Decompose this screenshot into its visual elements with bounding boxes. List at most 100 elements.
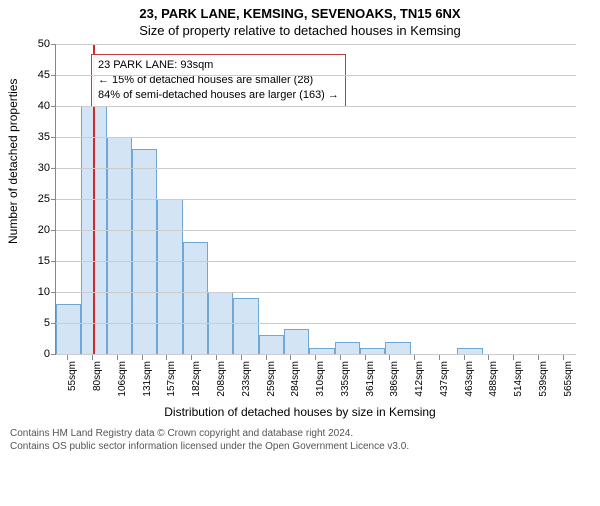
x-tick-label: 463sqm xyxy=(464,361,475,397)
gridline xyxy=(56,168,576,169)
histogram-bar xyxy=(335,342,360,354)
x-tick-label: 310sqm xyxy=(315,361,326,397)
x-tick-mark xyxy=(266,355,267,360)
x-tick-mark xyxy=(513,355,514,360)
page-subtitle: Size of property relative to detached ho… xyxy=(0,23,600,38)
x-tick-label: 233sqm xyxy=(241,361,252,397)
footer-line-2: Contains OS public sector information li… xyxy=(10,440,590,453)
x-tick-label: 488sqm xyxy=(488,361,499,397)
page-title: 23, PARK LANE, KEMSING, SEVENOAKS, TN15 … xyxy=(0,6,600,21)
x-tick: 488sqm xyxy=(476,355,501,401)
x-tick-label: 259sqm xyxy=(266,361,277,397)
footer-attribution: Contains HM Land Registry data © Crown c… xyxy=(10,427,590,453)
x-tick-label: 361sqm xyxy=(365,361,376,397)
x-tick-label: 386sqm xyxy=(389,361,400,397)
gridline xyxy=(56,323,576,324)
gridline xyxy=(56,106,576,107)
x-tick-mark xyxy=(414,355,415,360)
x-tick-mark xyxy=(464,355,465,360)
x-tick-mark xyxy=(340,355,341,360)
x-tick-mark xyxy=(166,355,167,360)
x-tick: 565sqm xyxy=(550,355,575,401)
y-axis-label: Number of detached properties xyxy=(6,79,20,244)
gridline xyxy=(56,75,576,76)
x-tick-mark xyxy=(563,355,564,360)
gridline xyxy=(56,261,576,262)
histogram-bar xyxy=(107,137,132,354)
histogram-bar xyxy=(183,242,208,354)
x-tick-mark xyxy=(439,355,440,360)
histogram-bar xyxy=(233,298,258,354)
x-tick: 539sqm xyxy=(526,355,551,401)
x-tick-label: 182sqm xyxy=(191,361,202,397)
x-tick-label: 106sqm xyxy=(117,361,128,397)
x-tick-row: 55sqm 80sqm 106sqm 131sqm 157sqm 182sqm 208sqm… xyxy=(55,355,575,401)
y-tick-label: 30 xyxy=(38,162,56,174)
histogram-bar xyxy=(259,335,284,354)
gridline xyxy=(56,292,576,293)
y-tick-label: 50 xyxy=(38,38,56,50)
x-tick-label: 335sqm xyxy=(340,361,351,397)
x-tick: 208sqm xyxy=(204,355,229,401)
y-tick-label: 10 xyxy=(38,286,56,298)
annotation-line-1: 23 PARK LANE: 93sqm xyxy=(98,58,339,73)
x-tick: 463sqm xyxy=(451,355,476,401)
plot-area: 23 PARK LANE: 93sqm ← 15% of detached ho… xyxy=(55,44,576,355)
x-tick-label: 55sqm xyxy=(67,361,78,391)
x-tick-mark xyxy=(290,355,291,360)
y-tick-label: 15 xyxy=(38,255,56,267)
chart-container: Number of detached properties 23 PARK LA… xyxy=(0,44,600,419)
x-tick-label: 208sqm xyxy=(216,361,227,397)
x-tick-label: 80sqm xyxy=(92,361,103,391)
x-axis-label: Distribution of detached houses by size … xyxy=(0,405,600,419)
y-tick-label: 20 xyxy=(38,224,56,236)
y-tick-label: 45 xyxy=(38,69,56,81)
x-tick-mark xyxy=(142,355,143,360)
y-tick-label: 35 xyxy=(38,131,56,143)
x-tick: 335sqm xyxy=(327,355,352,401)
x-tick-label: 437sqm xyxy=(439,361,450,397)
x-tick-mark xyxy=(67,355,68,360)
x-tick: 514sqm xyxy=(501,355,526,401)
gridline xyxy=(56,199,576,200)
x-tick: 310sqm xyxy=(303,355,328,401)
x-tick: 437sqm xyxy=(426,355,451,401)
x-tick: 259sqm xyxy=(253,355,278,401)
x-tick-mark xyxy=(315,355,316,360)
x-tick: 412sqm xyxy=(402,355,427,401)
x-tick-label: 412sqm xyxy=(414,361,425,397)
x-tick-mark xyxy=(92,355,93,360)
histogram-bar xyxy=(284,329,309,354)
x-tick: 233sqm xyxy=(228,355,253,401)
x-tick-label: 284sqm xyxy=(290,361,301,397)
histogram-bar xyxy=(385,342,410,354)
gridline xyxy=(56,230,576,231)
x-tick-mark xyxy=(216,355,217,360)
x-tick-label: 539sqm xyxy=(538,361,549,397)
x-tick-label: 514sqm xyxy=(513,361,524,397)
x-tick: 55sqm xyxy=(55,355,80,401)
x-tick-mark xyxy=(389,355,390,360)
x-tick-label: 131sqm xyxy=(142,361,153,397)
x-tick: 106sqm xyxy=(105,355,130,401)
x-tick-mark xyxy=(241,355,242,360)
x-tick: 284sqm xyxy=(278,355,303,401)
x-tick: 386sqm xyxy=(377,355,402,401)
x-tick: 80sqm xyxy=(80,355,105,401)
y-tick-label: 25 xyxy=(38,193,56,205)
footer-line-1: Contains HM Land Registry data © Crown c… xyxy=(10,427,590,440)
histogram-bar xyxy=(157,199,182,354)
x-tick-mark xyxy=(488,355,489,360)
x-tick: 182sqm xyxy=(179,355,204,401)
x-tick-mark xyxy=(365,355,366,360)
x-tick: 157sqm xyxy=(154,355,179,401)
x-tick-mark xyxy=(117,355,118,360)
x-tick: 131sqm xyxy=(129,355,154,401)
x-tick-label: 565sqm xyxy=(563,361,574,397)
x-tick-label: 157sqm xyxy=(166,361,177,397)
annotation-line-3: 84% of semi-detached houses are larger (… xyxy=(98,88,339,103)
annotation-box: 23 PARK LANE: 93sqm ← 15% of detached ho… xyxy=(91,54,346,107)
y-tick-label: 5 xyxy=(44,317,56,329)
x-tick: 361sqm xyxy=(352,355,377,401)
histogram-bar xyxy=(56,304,81,354)
